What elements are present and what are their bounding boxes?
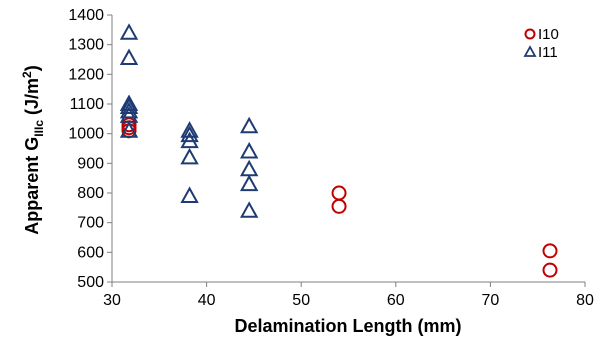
legend-label: I10 — [538, 26, 559, 43]
data-point-i10 — [542, 243, 558, 259]
axes — [111, 15, 585, 283]
x-axis-title: Delamination Length (mm) — [234, 316, 461, 336]
data-point-i10 — [331, 198, 347, 214]
ticks — [107, 14, 586, 287]
y-axis-title-close: ) — [22, 65, 42, 71]
y-tick-label: 700 — [77, 215, 104, 232]
y-axis-title-base: Apparent G — [22, 137, 42, 235]
data-point-i11 — [239, 159, 259, 177]
data-point-i10 — [331, 185, 347, 201]
data-point-i11 — [180, 121, 199, 138]
legend-item-i10: I10 — [524, 26, 559, 43]
series-i11 — [119, 23, 259, 218]
y-axis-title-unit: (J/m — [22, 78, 42, 120]
x-tick-label: 50 — [292, 292, 310, 309]
data-point-i11 — [180, 131, 199, 149]
y-tick-label: 600 — [77, 244, 104, 261]
data-point-i11 — [119, 101, 139, 119]
data-point-i11 — [119, 121, 139, 138]
x-tick-label: 80 — [576, 292, 594, 309]
data-point-i11 — [239, 174, 259, 192]
data-point-i11 — [119, 97, 139, 114]
y-tick-label: 900 — [77, 155, 104, 172]
data-point-i11 — [180, 125, 199, 143]
legend-item-i11: I11 — [523, 44, 558, 61]
y-axis-title-subscript: IIIc — [32, 120, 46, 137]
y-tick-label: 1400 — [68, 7, 104, 24]
data-point-i11 — [180, 147, 199, 165]
data-point-i11 — [239, 116, 259, 134]
y-axis-title: Apparent GIIIc (J/m2) — [20, 65, 46, 234]
y-tick-label: 1200 — [68, 66, 104, 83]
x-tick-label: 40 — [198, 292, 216, 309]
y-tick-label: 800 — [77, 185, 104, 202]
y-tick-label: 1000 — [68, 126, 104, 143]
data-point-i11 — [119, 23, 139, 40]
legend-label: I11 — [538, 44, 558, 61]
data-point-i11 — [239, 201, 259, 218]
legend-marker — [523, 45, 537, 57]
x-tick-label: 70 — [482, 292, 500, 309]
y-axis-title-superscript: 2 — [20, 71, 34, 78]
legend-marker — [524, 28, 536, 40]
y-tick-label: 1100 — [70, 96, 105, 113]
x-tick-label: 30 — [103, 292, 121, 309]
y-tick-label: 500 — [77, 274, 104, 291]
data-points — [119, 23, 558, 278]
data-point-i11 — [119, 48, 139, 66]
data-point-i11 — [239, 141, 259, 159]
x-tick-label: 60 — [387, 292, 405, 309]
data-point-i10 — [542, 262, 558, 278]
tick-labels: 500 600 700 800 900 1000 1100 1200 1300 1400 30 40 5… — [68, 7, 594, 309]
y-tick-label: 1300 — [68, 37, 104, 54]
data-point-i11 — [180, 186, 199, 203]
